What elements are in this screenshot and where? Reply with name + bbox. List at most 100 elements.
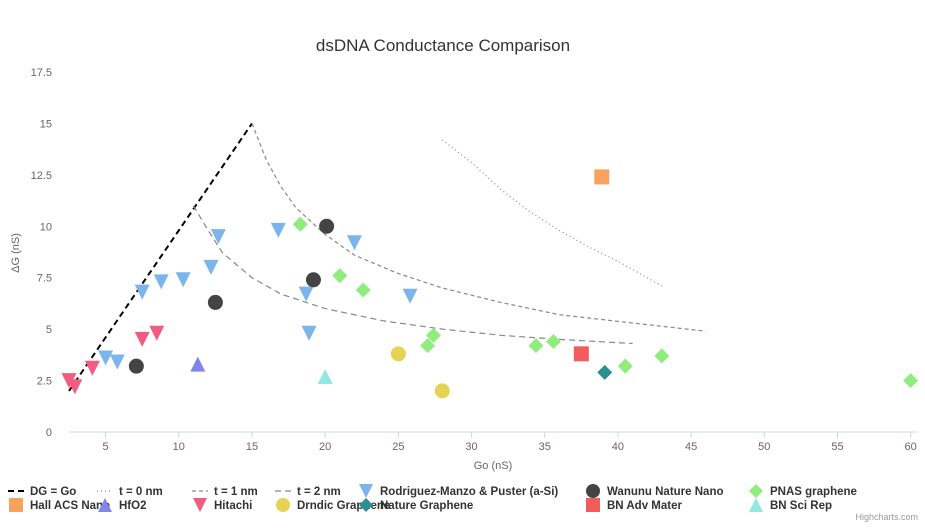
x-tick-label: 55 xyxy=(831,441,843,453)
series-line[interactable] xyxy=(192,205,633,345)
x-tick-label: 20 xyxy=(319,441,331,453)
data-point[interactable] xyxy=(390,346,406,362)
x-tick-label: 5 xyxy=(103,441,109,453)
legend[interactable]: DG = Go t = 0 nm t = 1 nm t = 2 nm Rodriguez… xyxy=(8,484,857,512)
data-point[interactable] xyxy=(319,218,335,234)
data-point[interactable] xyxy=(528,338,544,354)
data-point[interactable] xyxy=(84,360,100,376)
series-2 xyxy=(251,123,706,332)
legend-label: t = 2 nm xyxy=(297,486,341,498)
legend-item[interactable]: Wanunu Nature Nano xyxy=(586,484,724,498)
data-point[interactable] xyxy=(402,288,418,304)
series-11 xyxy=(597,364,613,380)
data-point[interactable] xyxy=(128,358,144,374)
credits-link[interactable]: Highcharts.com xyxy=(855,512,918,522)
legend-item[interactable]: PNAS graphene xyxy=(749,484,857,498)
data-point[interactable] xyxy=(420,338,436,354)
data-point[interactable] xyxy=(434,383,450,399)
x-tick-label: 30 xyxy=(465,441,477,453)
legend-item[interactable]: t = 2 nm xyxy=(275,486,341,498)
data-point[interactable] xyxy=(317,368,333,384)
legend-item[interactable]: BN Sci Rep xyxy=(749,498,832,512)
data-point[interactable] xyxy=(425,327,441,343)
data-point[interactable] xyxy=(298,286,314,302)
data-point[interactable] xyxy=(597,364,613,380)
data-point[interactable] xyxy=(109,354,125,370)
data-point[interactable] xyxy=(594,169,610,185)
y-tick-label: 15 xyxy=(40,118,52,130)
data-point[interactable] xyxy=(134,331,150,347)
data-point[interactable] xyxy=(270,222,286,238)
legend-item[interactable]: Hall ACS Nano xyxy=(9,498,110,512)
legend-marker-icon xyxy=(276,498,290,512)
legend-label: BN Adv Mater xyxy=(607,500,682,512)
data-point[interactable] xyxy=(617,358,633,374)
legend-item[interactable]: Rodriguez-Manzo & Puster (a-Si) xyxy=(359,484,558,498)
data-point[interactable] xyxy=(207,294,223,310)
series-10 xyxy=(390,346,450,399)
legend-marker-icon xyxy=(9,498,23,512)
data-point[interactable] xyxy=(134,284,150,300)
series-12 xyxy=(573,346,589,362)
data-point[interactable] xyxy=(153,274,169,290)
y-tick-label: 10 xyxy=(40,221,52,233)
data-point[interactable] xyxy=(203,259,219,275)
data-point[interactable] xyxy=(301,325,317,341)
series-13 xyxy=(317,368,333,384)
series-5 xyxy=(128,218,335,374)
data-point[interactable] xyxy=(346,235,362,251)
series-6 xyxy=(292,216,919,389)
x-tick-label: 15 xyxy=(246,441,258,453)
legend-marker-icon xyxy=(98,498,112,512)
legend-label: Drndic Graphene xyxy=(297,500,390,512)
y-tick-label: 7.5 xyxy=(37,273,52,285)
legend-marker-icon xyxy=(359,484,373,498)
data-point[interactable] xyxy=(175,272,191,288)
x-tick-label: 40 xyxy=(612,441,624,453)
series-line[interactable] xyxy=(68,122,253,392)
legend-item[interactable]: t = 1 nm xyxy=(192,486,258,498)
y-tick-label: 2.5 xyxy=(37,376,52,388)
data-point[interactable] xyxy=(355,282,371,298)
data-point[interactable] xyxy=(305,272,321,288)
series-line[interactable] xyxy=(251,123,706,332)
y-tick-label: 5 xyxy=(46,324,52,336)
data-point[interactable] xyxy=(546,333,562,349)
series-0 xyxy=(68,122,253,392)
legend-label: HfO2 xyxy=(119,500,146,512)
data-point[interactable] xyxy=(190,356,206,372)
data-point[interactable] xyxy=(98,350,114,366)
x-tick-label: 25 xyxy=(392,441,404,453)
x-axis-title: Go (nS) xyxy=(474,460,513,472)
series-line[interactable] xyxy=(441,139,663,287)
legend-item[interactable]: Nature Graphene xyxy=(359,498,473,512)
x-tick-label: 60 xyxy=(905,441,917,453)
legend-item[interactable]: HfO2 xyxy=(98,498,146,512)
data-point[interactable] xyxy=(210,229,226,245)
legend-item[interactable]: BN Adv Mater xyxy=(586,498,682,512)
legend-marker-icon xyxy=(359,498,373,512)
series-8 xyxy=(190,356,206,372)
data-point[interactable] xyxy=(903,373,919,389)
legend-item[interactable]: t = 0 nm xyxy=(97,486,163,498)
chart-title: dsDNA Conductance Comparison xyxy=(316,36,570,55)
data-point[interactable] xyxy=(654,348,670,364)
data-point[interactable] xyxy=(149,325,165,341)
legend-item[interactable]: Hitachi xyxy=(193,498,252,512)
series-9 xyxy=(61,325,165,395)
legend-label: t = 1 nm xyxy=(214,486,258,498)
y-axis-title: ΔG (nS) xyxy=(10,233,22,273)
legend-item[interactable]: DG = Go xyxy=(8,486,76,498)
data-point[interactable] xyxy=(292,216,308,232)
data-point[interactable] xyxy=(67,379,83,395)
legend-marker-icon xyxy=(586,484,600,498)
x-axis: 5 10 15 20 25 30 35 40 45 50 55 60 xyxy=(69,431,918,453)
legend-label: PNAS graphene xyxy=(770,486,857,498)
legend-label: DG = Go xyxy=(30,486,76,498)
legend-item[interactable]: Drndic Graphene xyxy=(276,498,390,512)
x-tick-label: 10 xyxy=(173,441,185,453)
data-point[interactable] xyxy=(573,346,589,362)
series-7 xyxy=(594,169,610,185)
data-point[interactable] xyxy=(332,268,348,284)
